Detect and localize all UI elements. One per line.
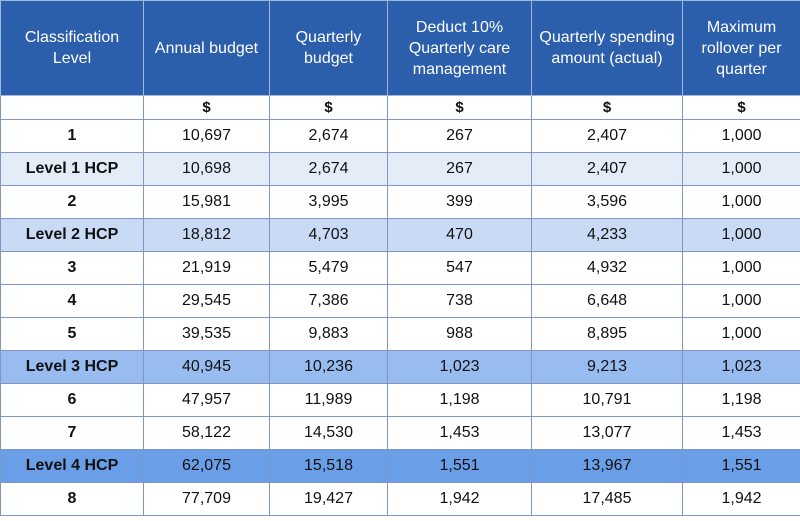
quarterly-budget-cell: 7,386 xyxy=(269,284,388,318)
quarterly-budget-cell: 9,883 xyxy=(269,317,388,351)
rollover-cell: 1,000 xyxy=(682,317,800,351)
rollover-cell: 1,000 xyxy=(682,185,800,219)
spending-cell: 13,077 xyxy=(531,416,683,450)
deduct-cell: 547 xyxy=(387,251,532,285)
rollover-cell: 1,000 xyxy=(682,152,800,186)
table-row: 2 15,981 3,995 399 3,596 1,000 xyxy=(0,185,800,219)
header-annual-budget: Annual budget xyxy=(143,0,270,96)
quarterly-budget-cell: 3,995 xyxy=(269,185,388,219)
rollover-cell: 1,453 xyxy=(682,416,800,450)
deduct-cell: 1,023 xyxy=(387,350,532,384)
table-row-hcp: Level 3 HCP 40,945 10,236 1,023 9,213 1,… xyxy=(0,350,800,384)
annual-budget-cell: 39,535 xyxy=(143,317,270,351)
spending-cell: 2,407 xyxy=(531,119,683,153)
rollover-cell: 1,198 xyxy=(682,383,800,417)
rollover-cell: 1,551 xyxy=(682,449,800,483)
deduct-cell: 1,942 xyxy=(387,482,532,516)
spending-cell: 8,895 xyxy=(531,317,683,351)
quarterly-budget-cell: 11,989 xyxy=(269,383,388,417)
spending-cell: 4,932 xyxy=(531,251,683,285)
unit-cell: $ xyxy=(682,95,800,120)
unit-cell: $ xyxy=(269,95,388,120)
units-row: $ $ $ $ $ xyxy=(0,95,800,120)
deduct-cell: 1,198 xyxy=(387,383,532,417)
deduct-cell: 738 xyxy=(387,284,532,318)
spending-cell: 6,648 xyxy=(531,284,683,318)
table-row-hcp: Level 2 HCP 18,812 4,703 470 4,233 1,000 xyxy=(0,218,800,252)
table-row: 4 29,545 7,386 738 6,648 1,000 xyxy=(0,284,800,318)
level-cell: 3 xyxy=(0,251,144,285)
deduct-cell: 1,551 xyxy=(387,449,532,483)
annual-budget-cell: 10,697 xyxy=(143,119,270,153)
spending-cell: 4,233 xyxy=(531,218,683,252)
annual-budget-cell: 62,075 xyxy=(143,449,270,483)
spending-cell: 13,967 xyxy=(531,449,683,483)
spending-cell: 2,407 xyxy=(531,152,683,186)
rollover-cell: 1,000 xyxy=(682,218,800,252)
header-quarterly-spending: Quarterly spending amount (actual) xyxy=(531,0,683,96)
unit-cell: $ xyxy=(531,95,683,120)
table-row: 1 10,697 2,674 267 2,407 1,000 xyxy=(0,119,800,153)
rollover-cell: 1,000 xyxy=(682,284,800,318)
table-row: 6 47,957 11,989 1,198 10,791 1,198 xyxy=(0,383,800,417)
deduct-cell: 399 xyxy=(387,185,532,219)
table-row: 3 21,919 5,479 547 4,932 1,000 xyxy=(0,251,800,285)
quarterly-budget-cell: 15,518 xyxy=(269,449,388,483)
quarterly-budget-cell: 10,236 xyxy=(269,350,388,384)
deduct-cell: 1,453 xyxy=(387,416,532,450)
quarterly-budget-cell: 2,674 xyxy=(269,152,388,186)
header-classification-level: Classification Level xyxy=(0,0,144,96)
quarterly-budget-cell: 14,530 xyxy=(269,416,388,450)
annual-budget-cell: 15,981 xyxy=(143,185,270,219)
rollover-cell: 1,023 xyxy=(682,350,800,384)
deduct-cell: 470 xyxy=(387,218,532,252)
level-cell: 8 xyxy=(0,482,144,516)
unit-cell: $ xyxy=(387,95,532,120)
annual-budget-cell: 40,945 xyxy=(143,350,270,384)
quarterly-budget-cell: 19,427 xyxy=(269,482,388,516)
level-cell: Level 2 HCP xyxy=(0,218,144,252)
level-cell: 6 xyxy=(0,383,144,417)
annual-budget-cell: 21,919 xyxy=(143,251,270,285)
annual-budget-cell: 58,122 xyxy=(143,416,270,450)
level-cell: 5 xyxy=(0,317,144,351)
annual-budget-cell: 77,709 xyxy=(143,482,270,516)
level-cell: 7 xyxy=(0,416,144,450)
deduct-cell: 267 xyxy=(387,152,532,186)
level-cell: 4 xyxy=(0,284,144,318)
quarterly-budget-cell: 2,674 xyxy=(269,119,388,153)
header-deduct-care-management: Deduct 10% Quarterly care management xyxy=(387,0,532,96)
table-row-hcp: Level 1 HCP 10,698 2,674 267 2,407 1,000 xyxy=(0,152,800,186)
quarterly-budget-cell: 4,703 xyxy=(269,218,388,252)
deduct-cell: 267 xyxy=(387,119,532,153)
table-row: 7 58,122 14,530 1,453 13,077 1,453 xyxy=(0,416,800,450)
level-cell: 2 xyxy=(0,185,144,219)
table-row-hcp: Level 4 HCP 62,075 15,518 1,551 13,967 1… xyxy=(0,449,800,483)
header-quarterly-budget: Quarterly budget xyxy=(269,0,388,96)
annual-budget-cell: 29,545 xyxy=(143,284,270,318)
unit-cell xyxy=(0,95,144,120)
spending-cell: 9,213 xyxy=(531,350,683,384)
quarterly-budget-cell: 5,479 xyxy=(269,251,388,285)
rollover-cell: 1,942 xyxy=(682,482,800,516)
table-row: 8 77,709 19,427 1,942 17,485 1,942 xyxy=(0,482,800,516)
rollover-cell: 1,000 xyxy=(682,251,800,285)
level-cell: 1 xyxy=(0,119,144,153)
spending-cell: 3,596 xyxy=(531,185,683,219)
header-row: Classification Level Annual budget Quart… xyxy=(0,0,800,96)
level-cell: Level 3 HCP xyxy=(0,350,144,384)
header-max-rollover: Maximum rollover per quarter xyxy=(682,0,800,96)
deduct-cell: 988 xyxy=(387,317,532,351)
spending-cell: 10,791 xyxy=(531,383,683,417)
annual-budget-cell: 47,957 xyxy=(143,383,270,417)
table-row: 5 39,535 9,883 988 8,895 1,000 xyxy=(0,317,800,351)
annual-budget-cell: 10,698 xyxy=(143,152,270,186)
annual-budget-cell: 18,812 xyxy=(143,218,270,252)
spending-cell: 17,485 xyxy=(531,482,683,516)
unit-cell: $ xyxy=(143,95,270,120)
level-cell: Level 4 HCP xyxy=(0,449,144,483)
level-cell: Level 1 HCP xyxy=(0,152,144,186)
rollover-cell: 1,000 xyxy=(682,119,800,153)
